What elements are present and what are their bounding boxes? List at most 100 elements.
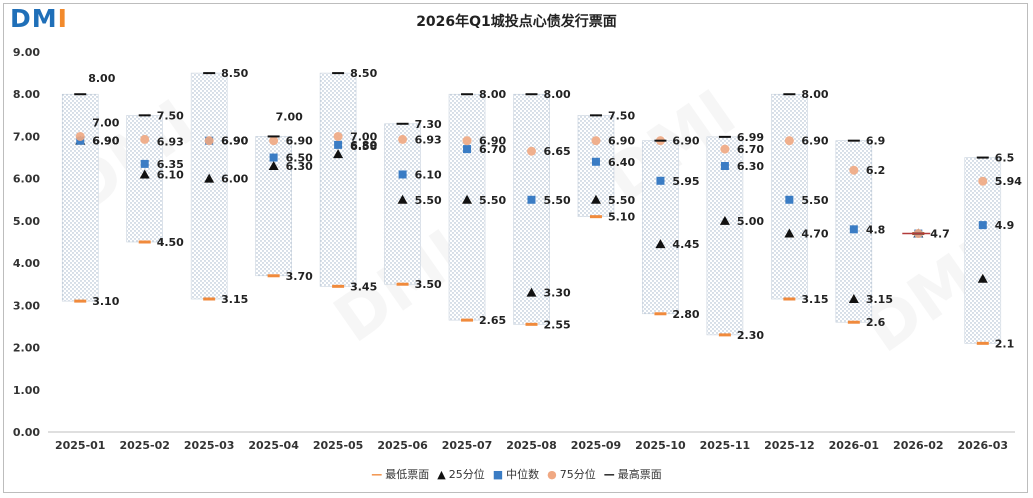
data-label: 5.00	[737, 215, 764, 228]
p75-mark	[269, 136, 279, 146]
p75-mark	[462, 136, 472, 146]
x-tick-label: 2025-05	[313, 439, 364, 452]
p75-mark	[333, 131, 343, 141]
median-mark	[463, 145, 472, 154]
median-mark	[140, 159, 149, 168]
p25-mark	[397, 194, 408, 204]
data-label: 8.00	[479, 88, 506, 101]
p75-mark	[591, 136, 601, 146]
x-tick-label: 2025-01	[55, 439, 106, 452]
p25-mark	[848, 294, 859, 303]
legend-symbol: ●	[547, 468, 557, 481]
data-label: 7.50	[608, 109, 635, 122]
data-label: 2.65	[479, 314, 506, 327]
x-tick-label: 2025-02	[119, 439, 170, 452]
data-label: 6.10	[157, 168, 184, 181]
data-label: 7.00	[92, 116, 119, 129]
y-tick-label: 0.00	[13, 426, 40, 439]
data-label: 6.90	[608, 135, 635, 148]
data-label: 6.70	[479, 143, 506, 156]
median-mark	[849, 225, 858, 234]
legend-item: ▲ 25分位	[437, 466, 484, 482]
data-label: 6.2	[866, 164, 886, 177]
legend-symbol: —	[603, 468, 615, 481]
data-label: 2.30	[737, 329, 764, 342]
x-tick-label: 2025-10	[635, 439, 686, 452]
data-label: 6.30	[286, 160, 313, 173]
data-label: 6.9	[866, 135, 886, 148]
p25-mark	[333, 149, 344, 159]
x-tick-label: 2025-11	[700, 439, 751, 452]
x-tick-label: 2025-04	[248, 439, 299, 452]
y-tick-label: 4.00	[13, 257, 40, 270]
data-label: 5.50	[801, 194, 828, 207]
y-tick-label: 5.00	[13, 215, 40, 228]
data-label: 4.70	[801, 228, 828, 241]
p25-mark	[719, 215, 730, 225]
p75-mark	[140, 134, 150, 144]
data-label: 3.15	[221, 293, 248, 306]
data-label: 2.1	[995, 337, 1015, 350]
legend-label: 最低票面	[385, 468, 430, 481]
p75-mark	[75, 131, 85, 141]
y-tick-label: 6.00	[13, 173, 40, 186]
y-tick-label: 7.00	[13, 130, 40, 143]
legend-symbol: ▲	[437, 468, 446, 481]
legend-item: ● 75分位	[547, 466, 596, 482]
legend-item: ■ 中位数	[493, 466, 539, 482]
data-label: 6.93	[157, 135, 184, 148]
data-label: 3.10	[92, 295, 119, 308]
data-label: 6.40	[608, 156, 635, 169]
data-label: 6.30	[737, 160, 764, 173]
data-label: 6.90	[286, 135, 313, 148]
legend-item: — 最高票面	[604, 466, 662, 482]
x-tick-label: 2025-08	[506, 439, 557, 452]
data-label: 6.93	[415, 133, 442, 146]
p75-mark	[204, 136, 214, 146]
legend-label: 75分位	[559, 468, 596, 481]
x-tick-label: 2025-09	[571, 439, 622, 452]
p75-mark	[720, 144, 730, 154]
p25-mark	[139, 169, 150, 179]
y-tick-label: 9.00	[13, 46, 40, 59]
data-label: 8.00	[801, 88, 828, 101]
p25-mark	[655, 239, 666, 249]
data-label: 3.30	[544, 287, 571, 300]
data-label: 6.65	[544, 145, 571, 158]
p25-mark	[590, 194, 601, 204]
data-label: 2.6	[866, 316, 886, 329]
y-tick-label: 2.00	[13, 342, 40, 355]
p25-mark	[977, 273, 988, 283]
y-tick-label: 3.00	[13, 299, 40, 312]
data-label: 6.90	[672, 135, 699, 148]
chart-title: 2026年Q1城投点心债发行票面	[416, 14, 617, 30]
x-tick-label: 2026-01	[829, 439, 880, 452]
p25-mark	[462, 194, 473, 204]
median-mark	[656, 176, 665, 185]
y-tick-label: 8.00	[13, 88, 40, 101]
median-mark	[527, 195, 536, 204]
data-label: 6.70	[737, 143, 764, 156]
data-label: 5.50	[544, 194, 571, 207]
data-label: 2.55	[544, 318, 571, 331]
data-label: 6.90	[479, 135, 506, 148]
p25-mark	[204, 173, 215, 183]
data-label: 3.15	[866, 293, 893, 306]
data-label: 8.00	[88, 72, 115, 85]
median-mark	[269, 153, 278, 162]
legend-symbol: ■	[492, 468, 504, 481]
logo-text-i: I	[57, 4, 68, 33]
x-tick-label: 2026-02	[893, 439, 944, 452]
data-label: 3.45	[350, 280, 377, 293]
x-tick-label: 2025-06	[377, 439, 428, 452]
legend-item: — 最低票面	[371, 466, 429, 482]
data-label: 7.00	[276, 110, 303, 123]
data-label: 5.50	[415, 194, 442, 207]
legend-label: 25分位	[448, 468, 485, 481]
p25-mark	[268, 161, 279, 170]
legend-label: 中位数	[506, 468, 540, 481]
y-tick-label: 1.00	[13, 384, 40, 397]
data-label: 8.50	[221, 67, 248, 80]
data-label: 6.80	[350, 139, 377, 152]
data-label: 2.80	[672, 308, 699, 321]
